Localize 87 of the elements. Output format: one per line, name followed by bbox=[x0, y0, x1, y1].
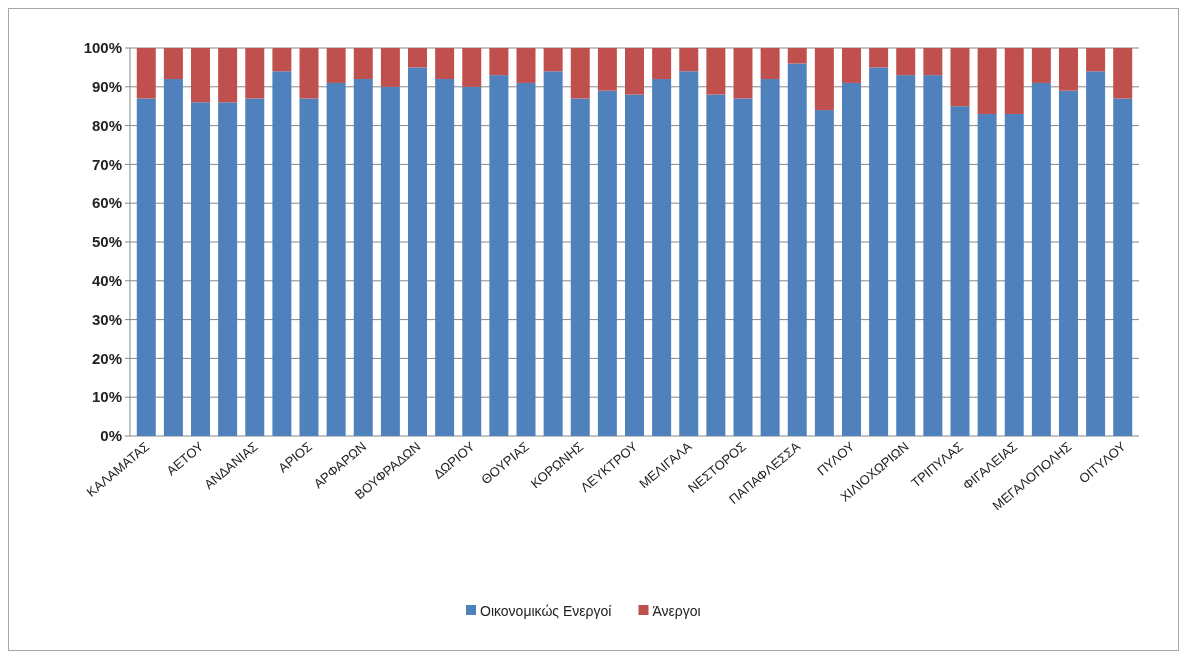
bar bbox=[733, 98, 753, 436]
bar bbox=[489, 75, 509, 436]
bar bbox=[353, 48, 373, 80]
bar bbox=[516, 48, 536, 83]
bar bbox=[326, 82, 346, 436]
bar bbox=[408, 67, 427, 436]
bar bbox=[163, 48, 183, 80]
bar bbox=[272, 71, 292, 436]
y-tick-label: 10% bbox=[91, 388, 122, 406]
bar bbox=[218, 102, 238, 436]
bar bbox=[842, 82, 861, 436]
bar bbox=[1086, 48, 1106, 72]
bar bbox=[760, 79, 780, 436]
bar bbox=[787, 48, 807, 64]
bar bbox=[191, 102, 211, 436]
bar bbox=[570, 98, 590, 436]
bar bbox=[1113, 48, 1133, 99]
y-tick-label: 40% bbox=[91, 272, 122, 290]
bar bbox=[380, 48, 400, 87]
bar bbox=[1031, 48, 1051, 83]
bar bbox=[570, 48, 590, 99]
y-tick-label: 60% bbox=[91, 194, 122, 212]
bar bbox=[923, 48, 943, 76]
y-tick-label: 70% bbox=[91, 155, 122, 173]
y-tick-label: 100% bbox=[83, 39, 122, 57]
bar bbox=[842, 48, 861, 83]
bar bbox=[869, 67, 889, 436]
bar bbox=[489, 48, 509, 76]
bar bbox=[977, 113, 997, 436]
bar bbox=[543, 48, 563, 72]
bar bbox=[272, 48, 292, 72]
bar bbox=[706, 48, 726, 95]
bar bbox=[950, 48, 970, 107]
bar bbox=[977, 48, 997, 114]
bar bbox=[597, 48, 617, 91]
bar bbox=[435, 79, 455, 436]
bar bbox=[326, 48, 346, 83]
y-tick-label: 20% bbox=[91, 349, 122, 367]
bar bbox=[625, 94, 644, 436]
bar bbox=[245, 98, 265, 436]
bar bbox=[1113, 98, 1133, 436]
bar bbox=[1058, 48, 1078, 91]
bar bbox=[923, 75, 943, 436]
bar bbox=[163, 79, 183, 436]
bar bbox=[516, 82, 536, 436]
bar bbox=[191, 48, 211, 103]
bar bbox=[625, 48, 644, 95]
bar bbox=[814, 110, 834, 436]
bar bbox=[299, 48, 319, 99]
bar bbox=[1058, 90, 1078, 436]
bar bbox=[435, 48, 455, 80]
bar bbox=[353, 79, 373, 436]
bar bbox=[380, 86, 400, 436]
bar bbox=[679, 71, 699, 436]
bar bbox=[136, 98, 156, 436]
bar bbox=[136, 48, 156, 99]
y-tick-label: 0% bbox=[100, 427, 122, 445]
bar bbox=[950, 106, 970, 436]
y-tick-label: 50% bbox=[91, 233, 122, 251]
y-tick-label: 80% bbox=[91, 116, 122, 134]
bar bbox=[760, 48, 780, 80]
legend-label: Οικονομικώς Ενεργοί bbox=[480, 602, 612, 619]
bar bbox=[1004, 113, 1024, 436]
y-tick-label: 30% bbox=[91, 310, 122, 328]
bar bbox=[1031, 82, 1051, 436]
bar bbox=[679, 48, 699, 72]
bar bbox=[896, 75, 916, 436]
bar bbox=[706, 94, 726, 436]
bar bbox=[814, 48, 834, 111]
bar bbox=[462, 48, 482, 87]
bar bbox=[408, 48, 427, 68]
bar bbox=[245, 48, 265, 99]
bar bbox=[652, 79, 672, 436]
bar bbox=[462, 86, 482, 436]
bar bbox=[733, 48, 753, 99]
bar bbox=[652, 48, 672, 80]
bar bbox=[869, 48, 889, 68]
legend-label: Άνεργοι bbox=[652, 602, 701, 619]
bar bbox=[1004, 48, 1024, 114]
bar bbox=[218, 48, 238, 103]
bar bbox=[787, 63, 807, 436]
bar bbox=[597, 90, 617, 436]
y-tick-label: 90% bbox=[91, 78, 122, 96]
bar bbox=[299, 98, 319, 436]
bar bbox=[896, 48, 916, 76]
bar bbox=[1086, 71, 1106, 436]
bar bbox=[543, 71, 563, 436]
